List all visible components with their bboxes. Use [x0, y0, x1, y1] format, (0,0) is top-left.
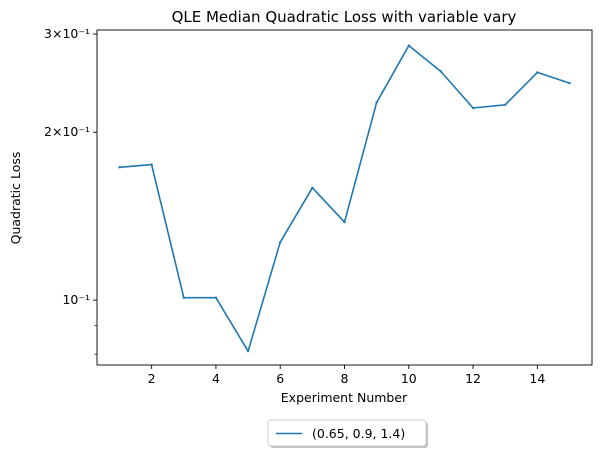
data-point: [182, 296, 185, 299]
axes-frame: [96, 29, 593, 366]
data-point: [568, 81, 571, 85]
y-tick-label: 10⁻¹: [62, 292, 90, 307]
y-axis-ticks: 3×10⁻¹ 2×10⁻¹ 10⁻¹: [44, 26, 97, 355]
x-tick-label: 6: [276, 371, 284, 386]
data-point: [471, 106, 475, 110]
legend: (0.65, 0.9, 1.4): [267, 419, 428, 448]
x-axis-ticks: 2 4 6 8 10 12 14: [148, 365, 545, 386]
data-point: [407, 44, 410, 47]
data-point: [246, 349, 250, 353]
data-point: [118, 166, 121, 169]
y-axis-label: Quadratic Loss: [8, 152, 23, 245]
y-tick-label: 3×10⁻¹: [44, 26, 90, 41]
data-point: [150, 163, 153, 166]
data-point: [279, 241, 282, 244]
x-tick-label: 14: [529, 371, 545, 386]
y-tick-label: 2×10⁻¹: [44, 124, 90, 139]
series-line-0: [119, 44, 570, 353]
data-point: [504, 103, 507, 106]
legend-label: (0.65, 0.9, 1.4): [312, 426, 405, 441]
legend-box: [267, 419, 427, 447]
x-tick-label: 12: [465, 371, 481, 386]
data-point: [214, 296, 218, 299]
data-point: [311, 186, 314, 189]
plot-area: [96, 29, 593, 366]
x-tick-label: 10: [401, 371, 417, 386]
x-axis-label: Experiment Number: [281, 390, 408, 405]
chart-title: QLE Median Quadratic Loss with variable …: [172, 8, 517, 26]
data-point: [439, 70, 443, 73]
x-tick-label: 4: [212, 371, 220, 386]
data-point: [536, 71, 539, 74]
x-tick-label: 8: [341, 371, 349, 386]
data-point: [343, 220, 346, 224]
data-point: [375, 101, 378, 104]
x-tick-label: 2: [148, 371, 156, 386]
